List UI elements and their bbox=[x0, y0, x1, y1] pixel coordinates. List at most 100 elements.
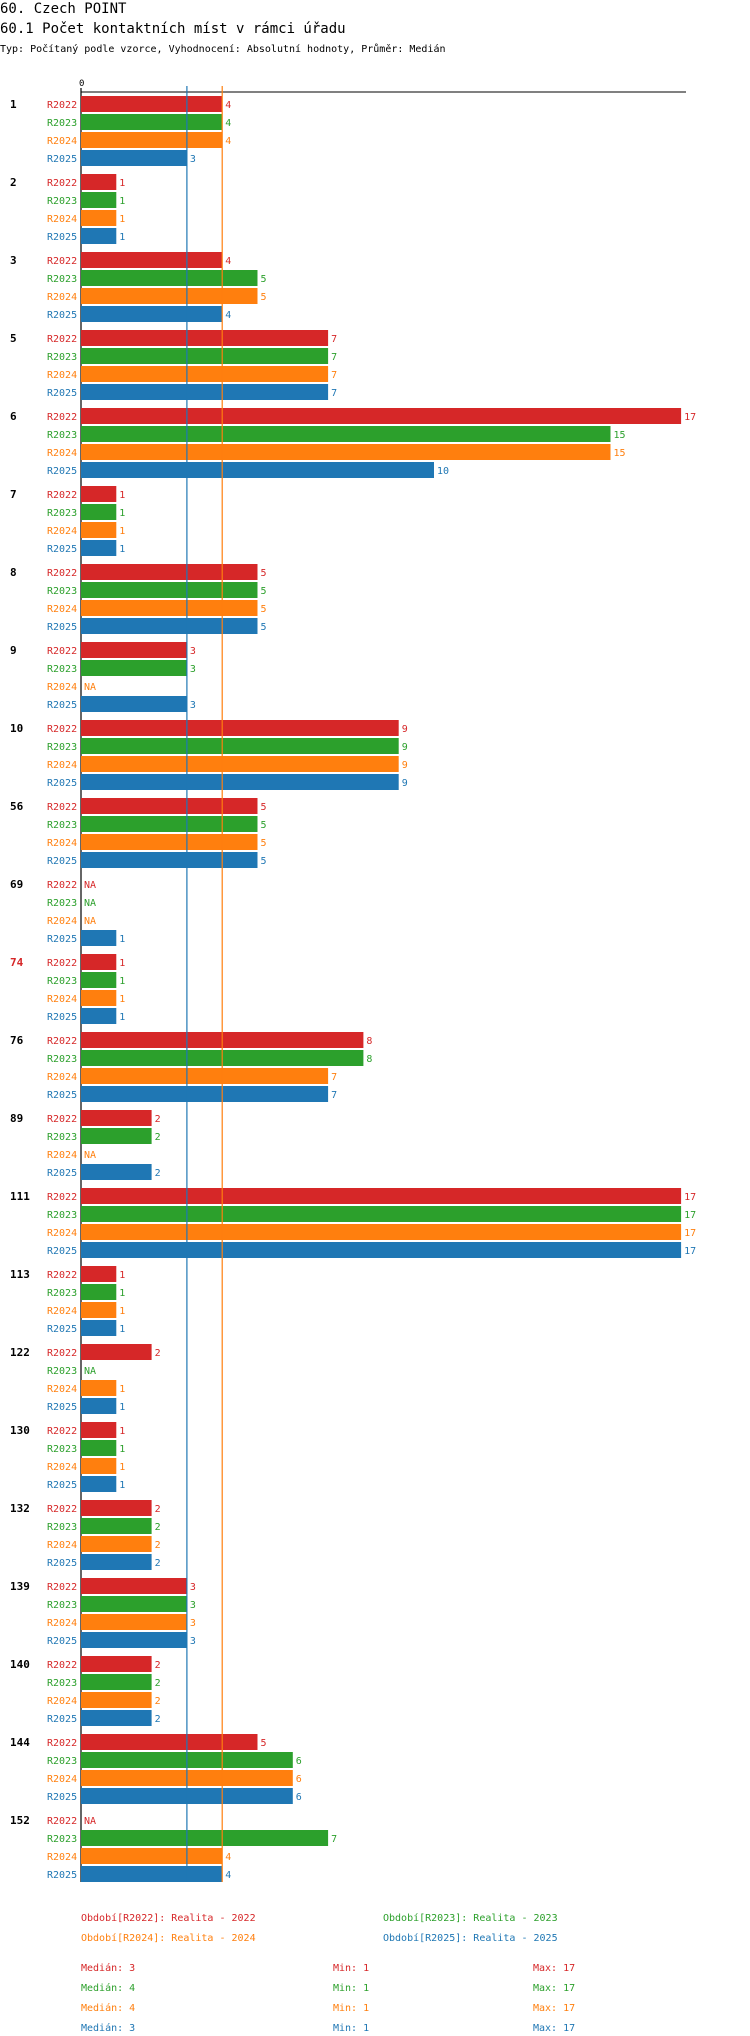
group-label: 74 bbox=[10, 956, 24, 969]
series-label: R2022 bbox=[47, 412, 77, 423]
series-label: R2024 bbox=[47, 1618, 77, 1629]
legend-period: Období[R2024]: Realita - 2024 bbox=[81, 1933, 256, 1944]
bar bbox=[81, 486, 117, 502]
bar bbox=[81, 1128, 152, 1144]
value-label: 1 bbox=[119, 976, 125, 987]
value-label: 7 bbox=[331, 352, 337, 363]
value-label: 1 bbox=[119, 1480, 125, 1491]
value-label: 2 bbox=[155, 1696, 161, 1707]
series-label: R2025 bbox=[47, 1012, 77, 1023]
legend-min: Min: 1 bbox=[333, 2023, 370, 2034]
series-label: R2023 bbox=[47, 274, 77, 285]
value-label: 3 bbox=[190, 700, 196, 711]
bar bbox=[81, 1206, 682, 1222]
series-label: R2022 bbox=[47, 1504, 77, 1515]
bar bbox=[81, 1110, 152, 1126]
value-label: 7 bbox=[331, 1834, 337, 1845]
value-label: 9 bbox=[402, 778, 408, 789]
bar bbox=[81, 720, 399, 736]
series-label: R2022 bbox=[47, 1114, 77, 1125]
bar bbox=[81, 444, 611, 460]
series-label: R2025 bbox=[47, 1870, 77, 1881]
series-label: R2024 bbox=[47, 214, 77, 225]
legend-min: Min: 1 bbox=[333, 1963, 370, 1974]
series-label: R2024 bbox=[47, 1462, 77, 1473]
value-label: 9 bbox=[402, 742, 408, 753]
series-label: R2022 bbox=[47, 568, 77, 579]
bar bbox=[81, 1734, 258, 1750]
bar bbox=[81, 1242, 682, 1258]
value-label: 4 bbox=[225, 100, 231, 111]
value-label: 1 bbox=[119, 1462, 125, 1473]
bar bbox=[81, 1266, 117, 1282]
series-label: R2025 bbox=[47, 1402, 77, 1413]
bar bbox=[81, 816, 258, 832]
bar bbox=[81, 150, 187, 166]
series-label: R2024 bbox=[47, 682, 77, 693]
series-label: R2025 bbox=[47, 1636, 77, 1647]
value-label: 1 bbox=[119, 196, 125, 207]
group-label: 8 bbox=[10, 566, 17, 579]
series-label: R2024 bbox=[47, 994, 77, 1005]
group-label: 3 bbox=[10, 254, 17, 267]
na-label: NA bbox=[84, 916, 96, 927]
group-label: 144 bbox=[10, 1736, 30, 1749]
series-label: R2023 bbox=[47, 1444, 77, 1455]
value-label: 3 bbox=[190, 1618, 196, 1629]
legend-median: Medián: 4 bbox=[81, 1983, 136, 1994]
bar bbox=[81, 642, 187, 658]
series-label: R2023 bbox=[47, 1600, 77, 1611]
value-label: 4 bbox=[225, 310, 231, 321]
value-label: 2 bbox=[155, 1558, 161, 1569]
value-label: 15 bbox=[614, 430, 626, 441]
series-label: R2024 bbox=[47, 838, 77, 849]
value-label: 1 bbox=[119, 994, 125, 1005]
bar bbox=[81, 408, 682, 424]
value-label: 2 bbox=[155, 1504, 161, 1515]
series-label: R2024 bbox=[47, 526, 77, 537]
bar bbox=[81, 1164, 152, 1180]
value-label: 1 bbox=[119, 1012, 125, 1023]
series-label: R2024 bbox=[47, 1228, 77, 1239]
series-label: R2023 bbox=[47, 430, 77, 441]
series-label: R2022 bbox=[47, 490, 77, 501]
series-label: R2023 bbox=[47, 196, 77, 207]
group-label: 56 bbox=[10, 800, 24, 813]
page-title: 60. Czech POINT bbox=[0, 1, 127, 17]
series-label: R2022 bbox=[47, 880, 77, 891]
bar bbox=[81, 96, 223, 112]
group-label: 113 bbox=[10, 1268, 30, 1281]
value-label: 7 bbox=[331, 370, 337, 381]
value-label: 8 bbox=[366, 1036, 372, 1047]
bar bbox=[81, 1008, 117, 1024]
na-label: NA bbox=[84, 880, 96, 891]
bar bbox=[81, 192, 117, 208]
series-label: R2025 bbox=[47, 856, 77, 867]
bar bbox=[81, 1188, 682, 1204]
bar bbox=[81, 270, 258, 286]
value-label: 5 bbox=[261, 604, 267, 615]
series-label: R2023 bbox=[47, 352, 77, 363]
legend-max: Max: 17 bbox=[533, 1983, 576, 1994]
series-label: R2023 bbox=[47, 820, 77, 831]
group-label: 76 bbox=[10, 1034, 24, 1047]
series-label: R2023 bbox=[47, 1054, 77, 1065]
group-label: 10 bbox=[10, 722, 23, 735]
bar bbox=[81, 330, 329, 346]
value-label: 2 bbox=[155, 1114, 161, 1125]
group-label: 1 bbox=[10, 98, 17, 111]
series-label: R2023 bbox=[47, 742, 77, 753]
bar bbox=[81, 1710, 152, 1726]
value-label: 9 bbox=[402, 760, 408, 771]
bar bbox=[81, 1500, 152, 1516]
bar bbox=[81, 564, 258, 580]
group-label: 6 bbox=[10, 410, 17, 423]
bar bbox=[81, 774, 399, 790]
bar bbox=[81, 696, 187, 712]
value-label: 2 bbox=[155, 1168, 161, 1179]
value-label: 1 bbox=[119, 490, 125, 501]
bar bbox=[81, 228, 117, 244]
bar bbox=[81, 660, 187, 676]
value-label: 5 bbox=[261, 568, 267, 579]
